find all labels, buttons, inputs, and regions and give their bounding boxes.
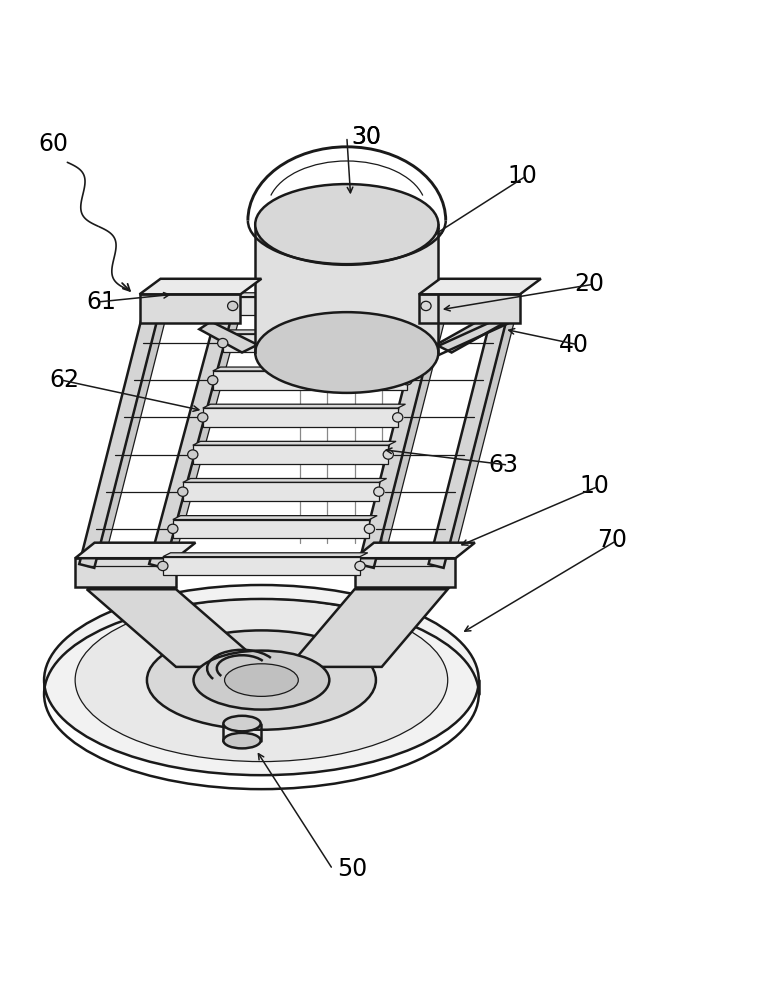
Ellipse shape [374,487,384,496]
Polygon shape [419,279,541,294]
Ellipse shape [75,599,448,762]
Polygon shape [164,303,243,568]
Ellipse shape [157,561,168,571]
Ellipse shape [208,376,218,385]
Text: 40: 40 [559,333,589,357]
Text: 10: 10 [580,474,609,498]
Polygon shape [233,293,434,297]
Polygon shape [75,543,196,558]
Text: 30: 30 [351,125,381,149]
Polygon shape [192,445,388,464]
Polygon shape [163,553,368,557]
Polygon shape [223,334,417,352]
Polygon shape [173,516,377,520]
Text: 70: 70 [597,528,628,552]
Text: 20: 20 [574,272,605,296]
Polygon shape [428,304,509,568]
Ellipse shape [256,312,439,393]
Ellipse shape [402,376,412,385]
Ellipse shape [383,450,393,459]
Ellipse shape [217,338,227,348]
Polygon shape [354,543,475,558]
Text: 30: 30 [351,125,381,149]
Ellipse shape [224,664,298,696]
Polygon shape [203,404,405,408]
Polygon shape [213,371,407,390]
Ellipse shape [411,338,421,348]
Polygon shape [233,297,426,315]
Polygon shape [86,589,266,667]
Ellipse shape [178,487,188,496]
Polygon shape [374,303,449,568]
Polygon shape [419,294,520,323]
Ellipse shape [188,450,198,459]
Text: 61: 61 [86,290,116,314]
Ellipse shape [227,301,238,311]
Ellipse shape [147,630,376,730]
Polygon shape [183,478,386,482]
Ellipse shape [393,413,403,422]
Text: 62: 62 [49,368,79,392]
Polygon shape [192,441,396,445]
Polygon shape [163,557,360,575]
Polygon shape [354,558,456,587]
Polygon shape [183,482,379,501]
Polygon shape [94,303,170,568]
Ellipse shape [44,585,479,775]
Text: 10: 10 [507,164,538,188]
Polygon shape [436,310,513,353]
Polygon shape [199,321,258,353]
Polygon shape [358,304,439,568]
Polygon shape [223,330,425,334]
Polygon shape [75,558,176,587]
Text: 50: 50 [0,999,1,1000]
Ellipse shape [365,524,375,533]
Polygon shape [213,367,415,371]
Polygon shape [79,304,160,568]
Ellipse shape [256,184,439,265]
Text: 63: 63 [489,453,519,477]
Polygon shape [443,303,519,568]
Text: 50: 50 [337,857,368,881]
Ellipse shape [224,733,261,748]
Polygon shape [288,589,448,667]
Ellipse shape [198,413,208,422]
Text: 60: 60 [39,132,69,156]
Ellipse shape [355,561,365,571]
Polygon shape [256,224,439,353]
Polygon shape [149,304,234,568]
Polygon shape [173,520,369,538]
Ellipse shape [167,524,178,533]
Ellipse shape [421,301,431,311]
Polygon shape [139,294,241,323]
Ellipse shape [193,651,330,710]
Polygon shape [203,408,398,427]
Polygon shape [139,279,262,294]
Ellipse shape [224,716,261,731]
